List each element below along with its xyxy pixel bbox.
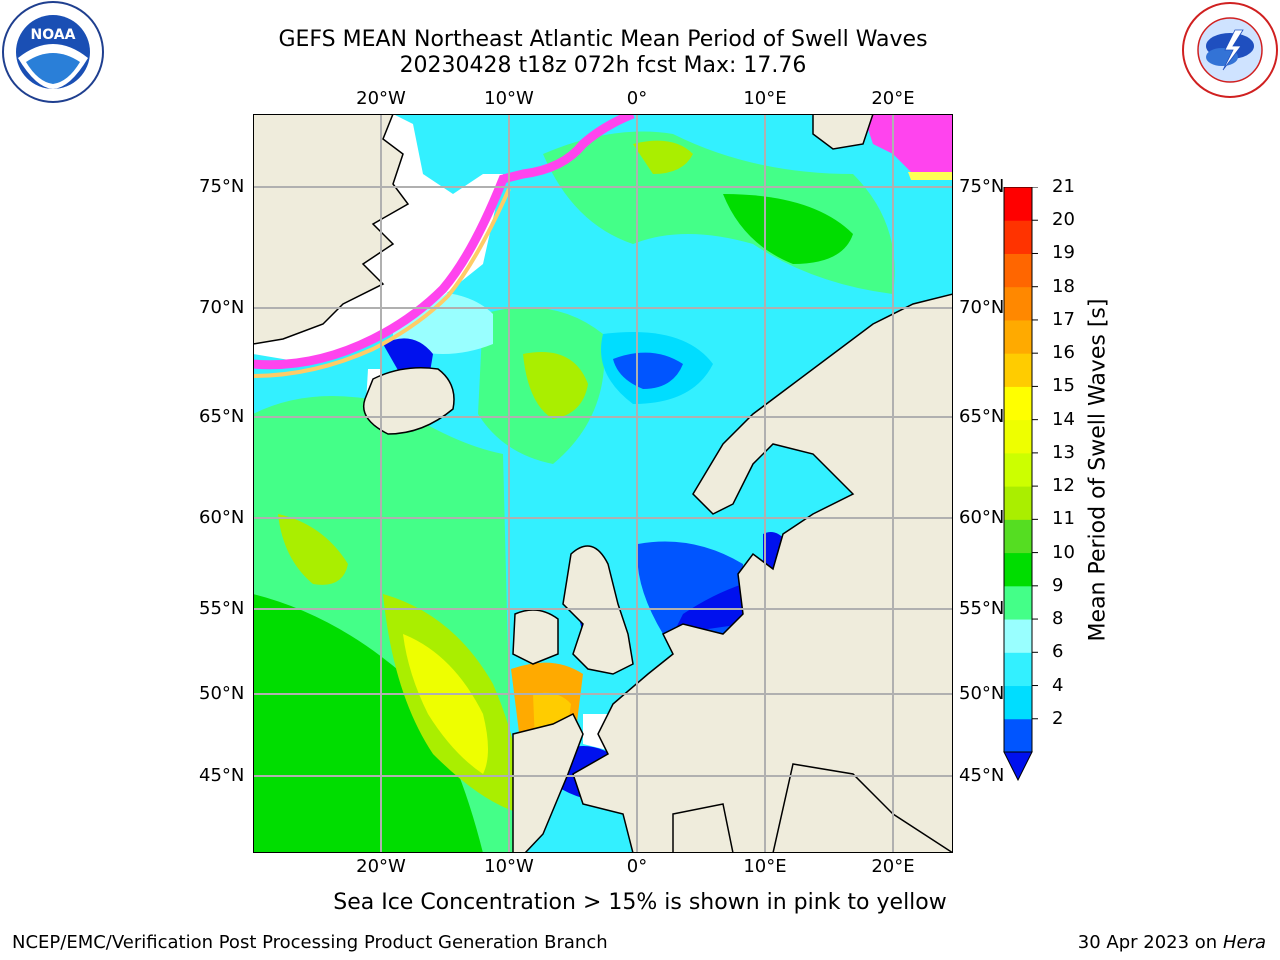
lat-label-right-55n: 55°N [959, 598, 1005, 619]
colorbar-tick-label: 6 [1052, 641, 1064, 663]
lon-label-top-10w: 10°W [484, 88, 534, 109]
colorbar-tick-label: 2 [1052, 707, 1064, 729]
lon-label-top-20w: 20°W [356, 88, 406, 109]
noaa-logo: NOAA [2, 1, 104, 103]
colorbar-segment [1004, 519, 1032, 554]
chart-subtitle: 20230428 t18z 072h fcst Max: 17.76 [399, 53, 807, 78]
lon-label-top-0: 0° [626, 88, 648, 109]
colorbar-segment [1004, 619, 1032, 653]
lat-label-left-75n: 75°N [199, 176, 245, 197]
colorbar-tick-label: 17 [1052, 308, 1075, 330]
lat-label-right-60n: 60°N [959, 507, 1005, 528]
colorbar-tick-label: 21 [1052, 176, 1075, 197]
colorbar-tick-label: 8 [1052, 608, 1064, 630]
lon-label-bottom-20e: 20°E [871, 856, 915, 877]
colorbar-segment [1004, 552, 1032, 587]
colorbar-tick-label: 20 [1052, 209, 1075, 231]
lat-label-left-70n: 70°N [199, 297, 245, 318]
colorbar-segment [1004, 220, 1032, 254]
lat-label-left-60n: 60°N [199, 507, 245, 528]
date-text: 30 Apr 2023 on [1077, 932, 1218, 953]
lat-label-right-45n: 45°N [959, 765, 1005, 786]
lat-label-right-75n: 75°N [959, 176, 1005, 197]
nws-logo [1182, 2, 1278, 98]
lon-label-bottom-10e: 10°E [743, 856, 787, 877]
colorbar-segment [1004, 253, 1032, 288]
colorbar-tick-label: 4 [1052, 674, 1064, 696]
colorbar-tick-label: 14 [1052, 408, 1075, 430]
machine-name: Hera [1222, 932, 1266, 953]
colorbar-tick-label: 11 [1052, 508, 1075, 530]
colorbar-tick-label: 9 [1052, 574, 1064, 596]
date-stamp: 30 Apr 2023 on Hera [1078, 932, 1266, 953]
colorbar-label: Mean Period of Swell Waves [s] [1085, 298, 1111, 642]
chart-title: GEFS MEAN Northeast Atlantic Mean Period… [278, 27, 928, 52]
svg-text:NOAA: NOAA [31, 27, 76, 43]
colorbar-tick-label: 10 [1052, 541, 1075, 563]
colorbar-tick-label: 16 [1052, 342, 1075, 364]
lat-label-left-55n: 55°N [199, 598, 245, 619]
lon-label-bottom-20w: 20°W [356, 856, 406, 877]
colorbar [1003, 187, 1038, 782]
lon-label-top-20e: 20°E [871, 88, 915, 109]
colorbar-segment [1004, 353, 1032, 387]
lat-label-right-50n: 50°N [959, 683, 1005, 704]
lat-label-left-65n: 65°N [199, 406, 245, 427]
swell-period-map [252, 109, 956, 854]
colorbar-extend-arrow [1003, 751, 1033, 782]
colorbar-tick-label: 18 [1052, 275, 1075, 297]
credit-line: NCEP/EMC/Verification Post Processing Pr… [12, 932, 608, 953]
lon-label-top-10e: 10°E [743, 88, 787, 109]
lon-label-bottom-0: 0° [626, 856, 648, 877]
sea-ice-note: Sea Ice Concentration > 15% is shown in … [333, 890, 947, 915]
colorbar-segment [1004, 585, 1032, 620]
colorbar-segment [1004, 452, 1032, 487]
colorbar-segment [1004, 486, 1032, 520]
colorbar-tick-label: 15 [1052, 375, 1075, 397]
colorbar-segment [1004, 187, 1032, 221]
colorbar-segment [1004, 319, 1032, 354]
lat-label-right-70n: 70°N [959, 297, 1005, 318]
colorbar-segment [1004, 685, 1032, 720]
colorbar-tick-label: 12 [1052, 475, 1075, 497]
colorbar-segment [1004, 386, 1032, 421]
lat-label-right-65n: 65°N [959, 406, 1005, 427]
lon-label-bottom-10w: 10°W [484, 856, 534, 877]
colorbar-segment [1004, 718, 1032, 753]
map-frame [252, 109, 956, 854]
colorbar-tick-label: 13 [1052, 441, 1075, 463]
lat-label-left-50n: 50°N [199, 683, 245, 704]
colorbar-segment [1004, 286, 1032, 321]
colorbar-segment [1004, 419, 1032, 454]
lat-label-left-45n: 45°N [199, 765, 245, 786]
colorbar-segment [1004, 652, 1032, 687]
colorbar-frame [1003, 187, 1033, 753]
colorbar-tick-label: 19 [1052, 242, 1075, 264]
